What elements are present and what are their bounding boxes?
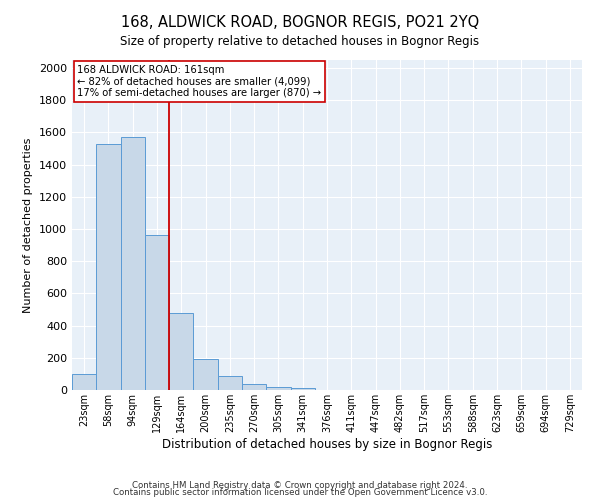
Bar xyxy=(169,312,193,390)
Bar xyxy=(290,388,315,390)
Text: 168 ALDWICK ROAD: 161sqm
← 82% of detached houses are smaller (4,099)
17% of sem: 168 ALDWICK ROAD: 161sqm ← 82% of detach… xyxy=(77,65,321,98)
Text: 168, ALDWICK ROAD, BOGNOR REGIS, PO21 2YQ: 168, ALDWICK ROAD, BOGNOR REGIS, PO21 2Y… xyxy=(121,15,479,30)
Bar xyxy=(145,236,169,390)
Bar xyxy=(72,374,96,390)
Bar xyxy=(193,360,218,390)
Text: Contains public sector information licensed under the Open Government Licence v3: Contains public sector information licen… xyxy=(113,488,487,497)
Text: Contains HM Land Registry data © Crown copyright and database right 2024.: Contains HM Land Registry data © Crown c… xyxy=(132,480,468,490)
Bar xyxy=(121,138,145,390)
Bar xyxy=(96,144,121,390)
Y-axis label: Number of detached properties: Number of detached properties xyxy=(23,138,34,312)
Bar xyxy=(242,384,266,390)
Text: Size of property relative to detached houses in Bognor Regis: Size of property relative to detached ho… xyxy=(121,35,479,48)
X-axis label: Distribution of detached houses by size in Bognor Regis: Distribution of detached houses by size … xyxy=(162,438,492,450)
Bar xyxy=(266,387,290,390)
Bar xyxy=(218,376,242,390)
